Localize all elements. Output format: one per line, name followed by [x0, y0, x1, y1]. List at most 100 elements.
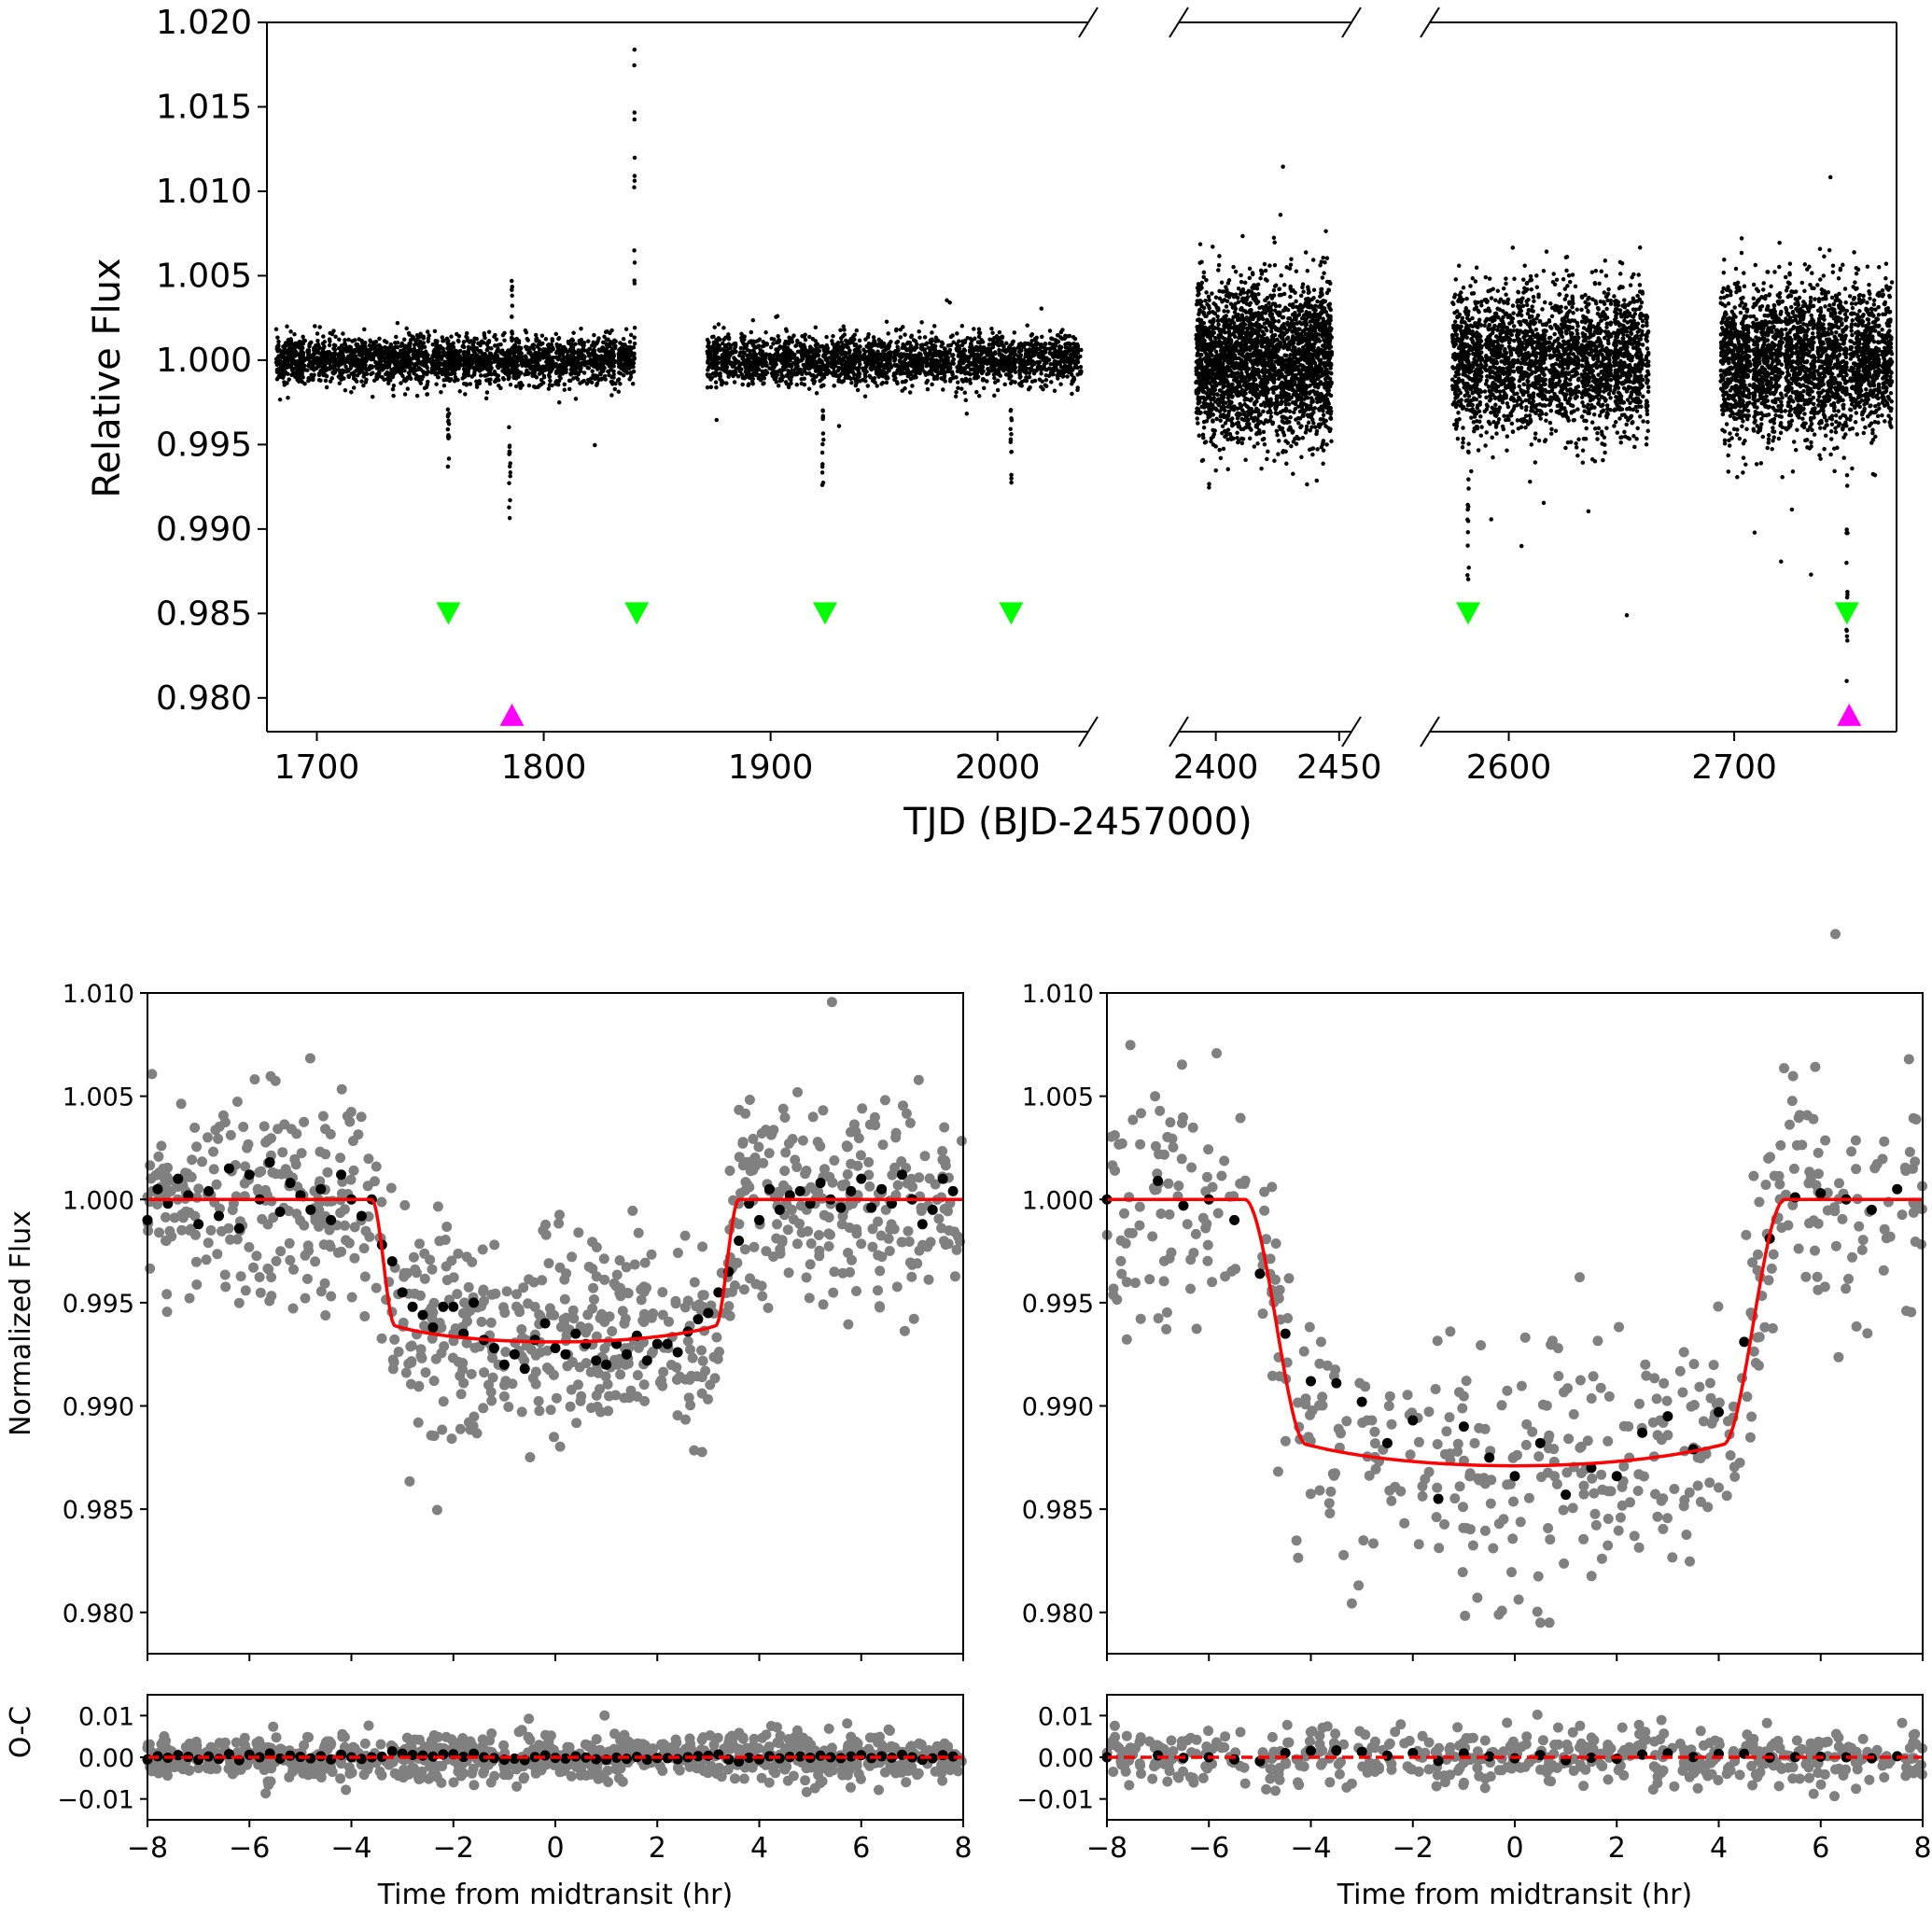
y-tick-label: 1.010 [63, 980, 134, 1009]
top-flux-points [273, 47, 1895, 683]
top-y-tick-label: 1.020 [156, 4, 252, 42]
top-light-curve-panel: 1700 1800 1900 2000 2400 2450 2600 2700 0.980 0.9… [86, 4, 1897, 844]
binned-flux-point [285, 1178, 296, 1189]
binned-residual-point [376, 1751, 387, 1762]
y-tick-label: 1.005 [63, 1083, 134, 1112]
top-y-tick-label: 0.990 [156, 510, 252, 549]
bottom-left-oc-label: O-C [5, 1706, 37, 1758]
binned-flux-point [917, 1219, 928, 1230]
binned-flux-point [856, 1173, 867, 1184]
axis-break-mark [1420, 716, 1440, 748]
binned-flux-point [591, 1355, 602, 1366]
top-y-tick-label: 1.015 [156, 88, 252, 126]
bottom-left-transit-panel: 0.980 0.985 0.990 0.995 1.000 1.005 1.010 −0.0… [5, 980, 973, 1911]
y-tick-label: 0.995 [63, 1290, 134, 1319]
green-down-triangle-marker [436, 602, 461, 625]
binned-flux-point [539, 1318, 551, 1329]
binned-flux-point [315, 1183, 327, 1195]
bottom-right-residual-plot: −0.01 0.00 0.01 −8 −6 −4 −2 0 2 4 6 8 [1016, 1694, 1932, 1865]
bottom-right-transit-panel: 0.980 0.985 0.990 0.995 1.000 1.005 1.010 −0.0… [1016, 929, 1932, 1911]
binned-flux-point [223, 1163, 234, 1174]
transit-model-line [1107, 1197, 1923, 1468]
binned-flux-point [1509, 1471, 1520, 1482]
binned-flux-point [1433, 1493, 1444, 1504]
binned-flux-point [774, 1204, 785, 1215]
binned-flux-point [469, 1297, 480, 1308]
binned-flux-point [1254, 1268, 1266, 1279]
binned-flux-point [244, 1169, 255, 1181]
oc-x-tick-label: 6 [1812, 1832, 1829, 1865]
top-flux-scatter [273, 47, 1895, 683]
top-x-tick-label: 1800 [501, 748, 587, 787]
binned-flux-point [1534, 1437, 1546, 1448]
magenta-up-triangle-marker [499, 703, 525, 726]
binned-flux-point [356, 1210, 367, 1222]
binned-flux-point [407, 1301, 418, 1312]
oc-x-tick-label: 2 [1608, 1832, 1626, 1865]
binned-flux-point [305, 1204, 316, 1215]
oc-x-tick-label: −4 [330, 1832, 371, 1865]
binned-flux-point [846, 1185, 857, 1196]
binned-flux-point [1331, 1377, 1342, 1389]
top-y-tick-label: 0.980 [156, 679, 252, 718]
binned-flux-point [417, 1309, 428, 1321]
binned-residual-point [662, 1753, 673, 1764]
binned-flux-point [794, 1185, 805, 1196]
oc-x-tick-label: −2 [433, 1832, 474, 1865]
binned-flux-point [1280, 1328, 1291, 1339]
top-y-axis-label: Relative Flux [86, 258, 129, 497]
binned-residual-point [1789, 1752, 1800, 1763]
oc-x-tick-label: −6 [1188, 1832, 1229, 1865]
binned-residual-point [386, 1746, 398, 1757]
binned-flux-point [1153, 1175, 1164, 1186]
binned-flux-point [713, 1287, 724, 1298]
binned-flux-point [1458, 1421, 1469, 1433]
binned-flux-point [1637, 1427, 1648, 1438]
oc-x-tick-label: −2 [1393, 1832, 1434, 1865]
oc-x-tick-label: 8 [1913, 1832, 1931, 1865]
y-tick-label: 0.980 [63, 1600, 134, 1628]
binned-flux-point [550, 1343, 561, 1354]
top-x-tick-label: 1900 [728, 748, 814, 787]
binned-residual-point [213, 1754, 224, 1765]
binned-residual-point [427, 1751, 439, 1762]
binned-flux-point [1586, 1462, 1597, 1474]
top-y-tick-label: 1.005 [156, 257, 252, 295]
binned-residual-point [417, 1750, 428, 1761]
binned-flux-point [173, 1173, 184, 1184]
bottom-left-residual-plot: −0.01 0.00 0.01 −8 −6 −4 −2 0 2 4 6 8 [57, 1694, 973, 1865]
binned-flux-point [693, 1314, 704, 1325]
binned-flux-point [754, 1214, 764, 1225]
binned-flux-point [519, 1363, 530, 1375]
binned-flux-point [233, 1223, 245, 1234]
binned-flux-point [336, 1169, 347, 1181]
bottom-left-flux-plot: 0.980 0.985 0.990 0.995 1.000 1.005 1.010 [63, 980, 967, 1661]
green-down-triangle-marker [1834, 602, 1859, 625]
y-tick-label: 1.000 [63, 1186, 134, 1215]
binned-flux-point [815, 1178, 826, 1189]
axis-break-mark [1420, 7, 1440, 38]
top-x-tick-label: 1700 [274, 748, 360, 787]
binned-flux-point [1561, 1489, 1572, 1501]
y-tick-label: 0.985 [1022, 1496, 1094, 1525]
top-axes: 1700 1800 1900 2000 2400 2450 2600 2700 0.980 0.9… [156, 4, 1897, 787]
binned-flux-point [529, 1335, 540, 1346]
y-tick-label: 0.990 [1022, 1393, 1094, 1422]
bottom-right-flux-plot: 0.980 0.985 0.990 0.995 1.000 1.005 1.010 [1022, 929, 1928, 1661]
binned-residual-point [611, 1752, 623, 1763]
binned-flux-point [947, 1185, 959, 1196]
binned-flux-point [570, 1328, 581, 1339]
y-tick-label: 0.990 [63, 1393, 134, 1422]
binned-flux-point [1381, 1437, 1393, 1448]
oc-x-tick-label: 0 [1505, 1832, 1523, 1865]
top-y-tick-label: 1.000 [156, 342, 252, 380]
oc-x-tick-label: 2 [649, 1832, 666, 1865]
binned-residual-point [1306, 1745, 1316, 1756]
binned-residual-point [254, 1752, 265, 1763]
binned-flux-point [1739, 1336, 1750, 1348]
binned-flux-point [1662, 1411, 1673, 1422]
binned-flux-point [488, 1343, 499, 1354]
oc-x-tick-label: 4 [1710, 1832, 1728, 1865]
binned-residual-point [1484, 1751, 1495, 1762]
